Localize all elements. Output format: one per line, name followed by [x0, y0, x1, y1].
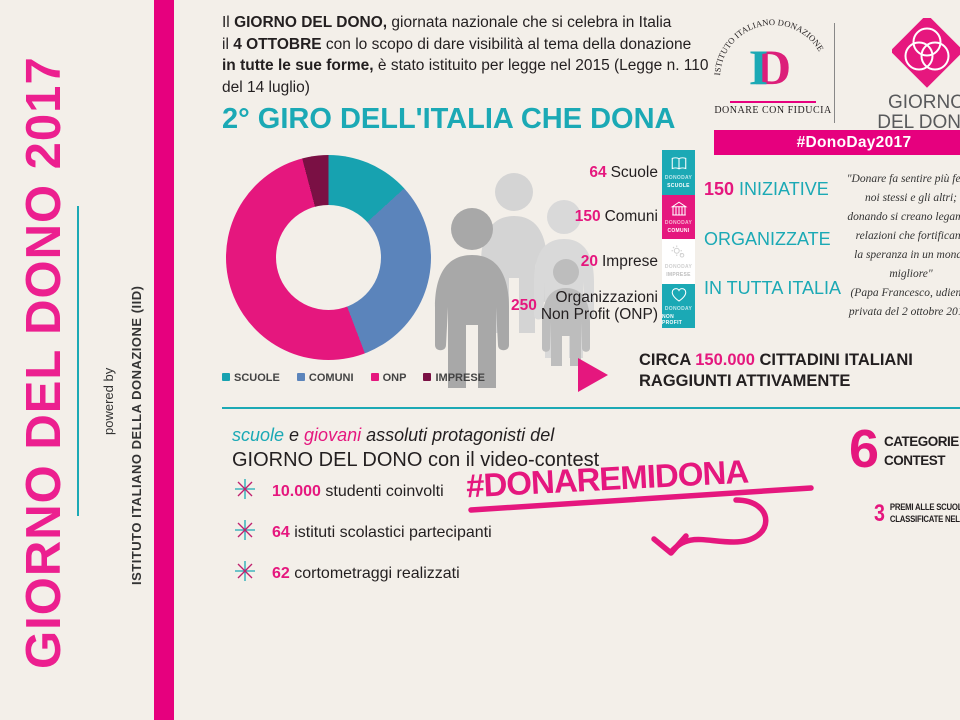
svg-text:I: I [749, 39, 768, 94]
